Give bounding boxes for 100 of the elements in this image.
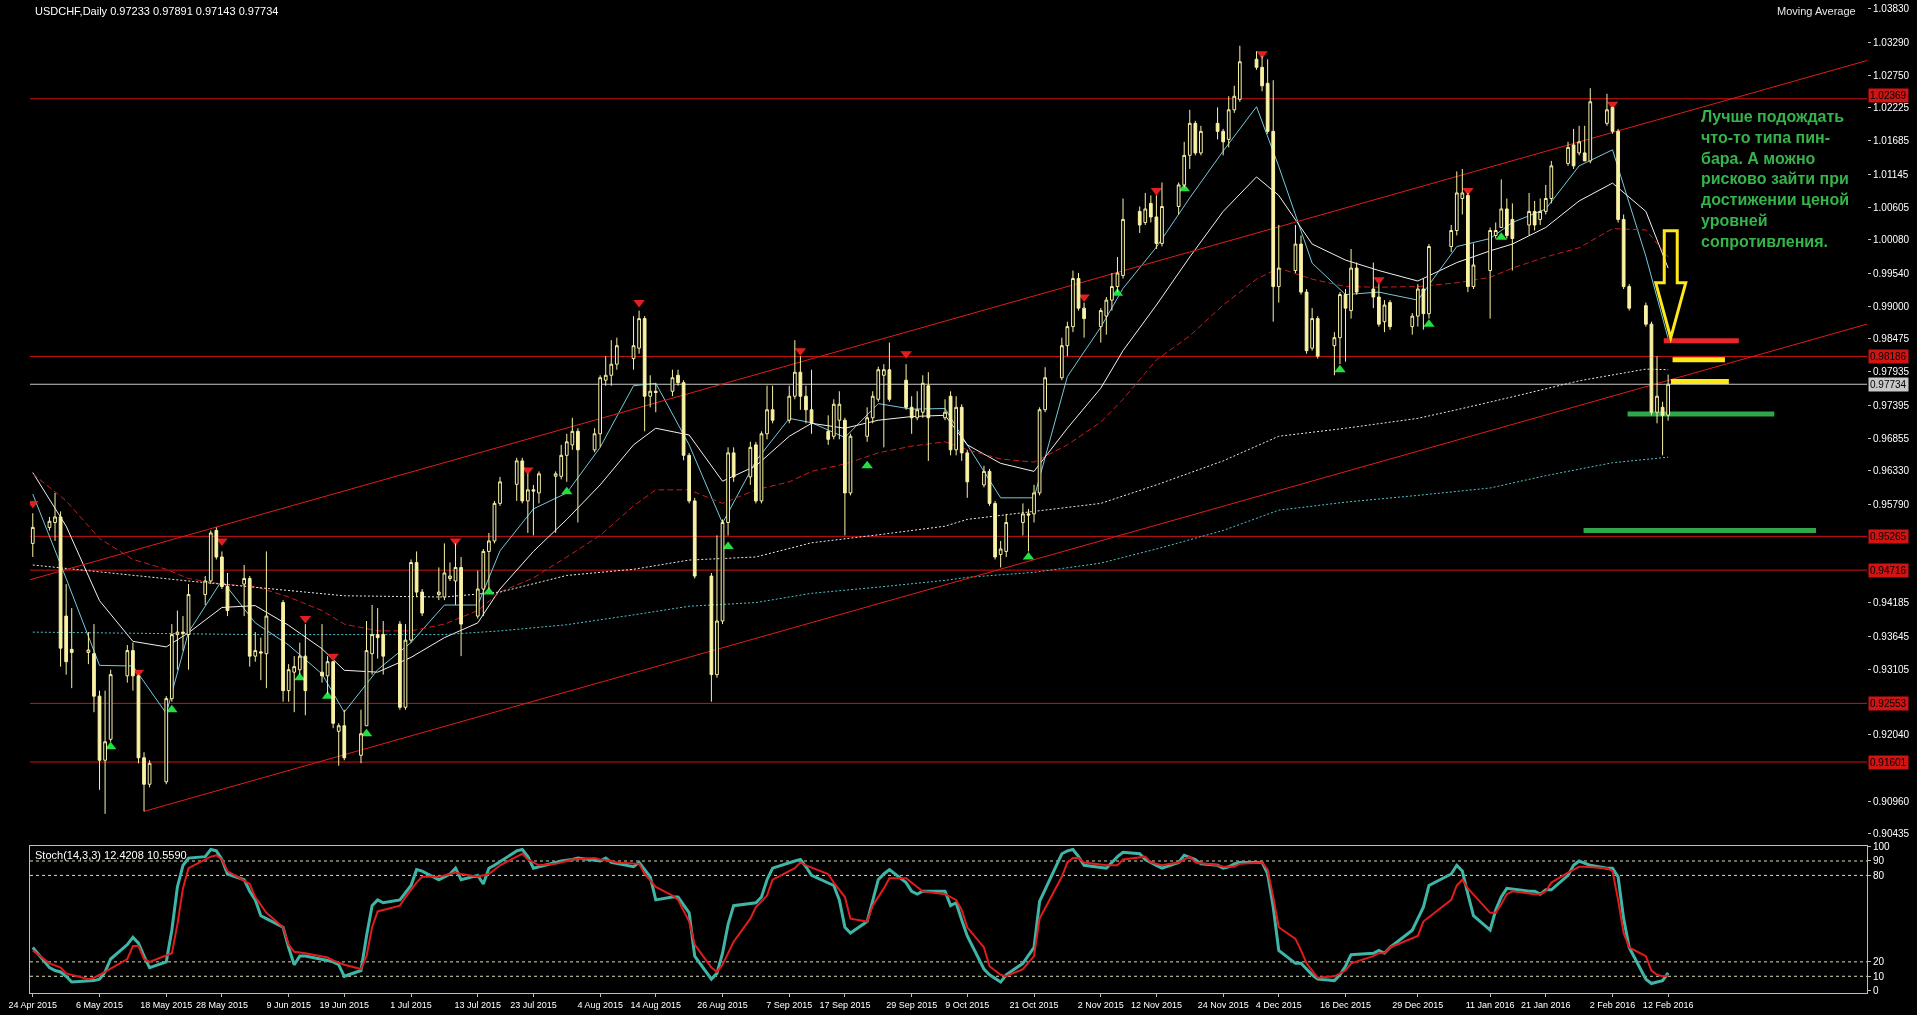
candlestick [865,406,870,443]
x-tick-label: 2 Feb 2016 [1589,999,1636,1010]
candlestick [1121,197,1125,280]
y-tick-label: 0.98475 [1873,333,1910,345]
candlestick [715,534,719,679]
y-tick-label: 0.90960 [1873,796,1910,808]
y-tick-label: 1.00080 [1873,234,1910,246]
candlestick [809,369,814,435]
y-tick-label: 10 [1873,970,1885,982]
candlestick [1499,178,1504,228]
candlestick [125,644,130,684]
x-tick-label: 23 Jul 2015 [510,999,557,1010]
y-tick-label: 1.01685 [1873,135,1910,147]
candlestick [1371,262,1376,309]
candlestick [448,562,452,582]
y-tick-label: 1.03290 [1873,36,1910,48]
chart-title: Stoch(14,3,3) 12.4208 10.5590 [35,848,187,861]
ref-line-label: 0.97734 [1870,379,1907,390]
x-tick-label: 24 Nov 2015 [1197,999,1249,1010]
candlestick [142,751,146,812]
candlestick [30,512,35,558]
ref-line-label: 0.95265 [1870,531,1907,542]
y-tick-label: 0 [1873,985,1879,997]
candlestick [108,669,113,743]
candlestick [1605,93,1609,127]
candlestick [709,572,714,703]
y-tick-label: 0.97935 [1873,366,1910,378]
x-tick-label: 11 Jan 2016 [1465,999,1515,1010]
candlestick [1293,224,1298,274]
candlestick [614,337,619,371]
ref-line-label: 0.94716 [1870,565,1907,576]
candlestick [748,441,753,486]
candlestick [904,363,908,411]
x-tick-label: 29 Sep 2015 [886,999,938,1010]
candlestick [1160,181,1164,248]
x-tick-label: 9 Oct 2015 [945,999,990,1010]
x-tick-label: 21 Oct 2015 [1009,999,1059,1010]
candlestick [1338,291,1342,365]
x-tick-label: 29 Dec 2015 [1392,999,1444,1010]
candlestick [242,564,247,617]
x-tick-label: 13 Jul 2015 [454,999,502,1010]
x-tick-label: 14 Aug 2015 [630,999,682,1010]
y-tick-label: 0.90435 [1873,828,1910,840]
x-tick-label: 21 Jan 2016 [1521,999,1571,1010]
candlestick [498,476,502,507]
y-tick-label: 80 [1873,869,1885,881]
candlestick [653,382,658,413]
y-tick-label: 0.92040 [1873,729,1910,741]
candlestick [1655,355,1659,424]
ref-line-label: 0.92553 [1870,698,1907,709]
x-tick-label: 9 Jun 2015 [266,999,311,1010]
x-tick-label: 4 Aug 2015 [577,999,623,1010]
chart-title: USDCHF,Daily 0.97233 0.97891 0.97143 0.97734 [35,4,279,17]
candlestick [1071,270,1075,333]
candlestick [164,695,169,785]
candlestick [147,759,152,788]
candlestick [1354,262,1359,296]
y-tick-label: 0.93645 [1873,630,1910,642]
candlestick [1199,125,1203,156]
point [561,486,573,495]
candlestick [53,492,57,542]
candlestick [320,623,324,684]
candlestick [47,516,52,531]
candlestick [1427,243,1431,320]
candlestick [281,599,285,703]
candlestick [943,398,947,421]
y-tick-label: 0.94185 [1873,597,1910,609]
y-tick-label: 1.02225 [1873,102,1910,114]
candlestick [770,385,775,424]
x-tick-label: 6 May 2015 [76,999,124,1010]
x-tick-label: 12 Nov 2015 [1130,999,1182,1010]
candlestick [1032,484,1036,523]
line-series [32,176,1669,673]
candlestick [1566,141,1570,167]
x-tick-label: 24 Apr 2015 [8,999,58,1010]
candlestick [186,583,191,671]
point [1334,364,1346,373]
x-tick-label: 4 Dec 2015 [1255,999,1302,1010]
y-tick-label: 90 [1873,855,1885,867]
point [861,460,873,469]
ref-line-label: 1.02369 [1870,90,1907,101]
candlestick [982,465,986,488]
candlestick [1299,234,1303,296]
y-tick-label: 1.03830 [1873,3,1910,15]
candlestick [1527,192,1531,236]
candlestick [86,631,91,665]
y-tick-label: 0.93105 [1873,663,1910,675]
y-tick-label: 0.99540 [1873,267,1910,279]
x-tick-label: 16 Dec 2015 [1320,999,1372,1010]
candlestick [670,369,675,397]
y-tick-label: 0.97395 [1873,399,1910,411]
x-tick-label: 12 Feb 2016 [1642,999,1694,1010]
ref-line-label: 0.98186 [1870,351,1907,362]
annotation: Лучше подождать что-то типа пин-бара. А можно рисково зайти при достижении ценой уровней сопротивления. [1701,108,1850,250]
x-tick-label: 17 Sep 2015 [819,999,871,1010]
candlestick [69,607,74,689]
y-tick-label: 0.96855 [1873,432,1910,444]
candlestick [203,575,208,606]
x-tick-label: 18 May 2015 [140,999,193,1010]
point [166,704,178,713]
